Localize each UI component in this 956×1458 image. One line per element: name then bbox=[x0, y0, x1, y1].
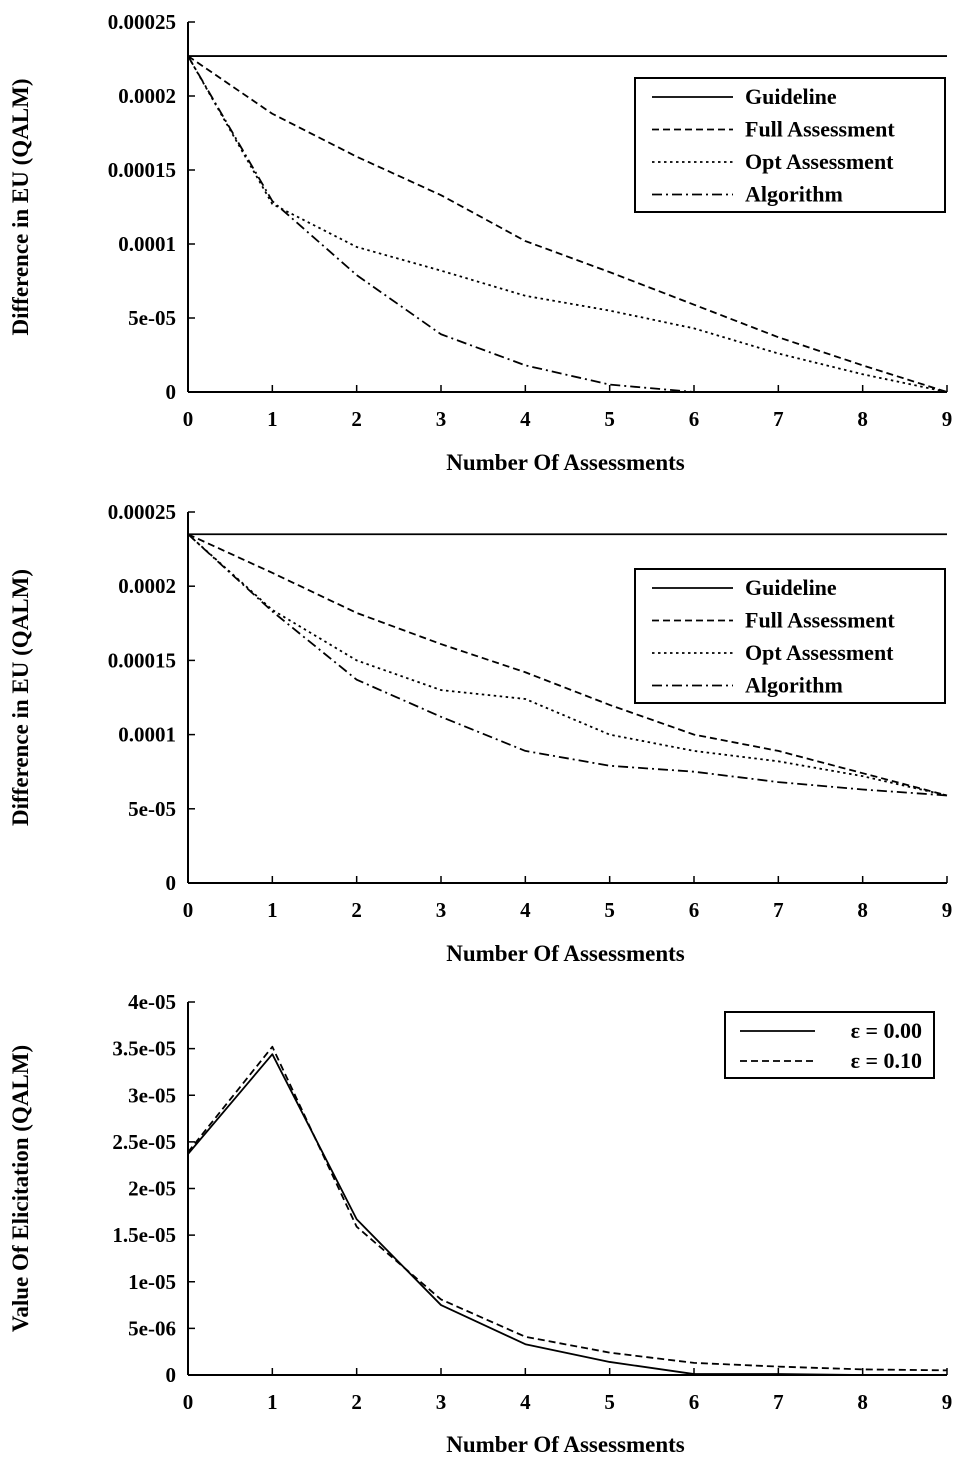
series-line-2 bbox=[187, 55, 948, 393]
chart-panel-3: 0 5e-06 1e-05 1.5e-05 2e-05 2.5e-05 3e-05 3.5e-… bbox=[8, 990, 952, 1457]
y-tick-label: 0.00015 bbox=[108, 158, 176, 182]
x-tick-label: 9 bbox=[942, 1390, 953, 1414]
series-line-1 bbox=[187, 1053, 947, 1376]
x-tick-label: 1 bbox=[267, 898, 278, 922]
x-tick-label: 4 bbox=[520, 407, 531, 431]
x-tick-label: 0 bbox=[183, 898, 194, 922]
x-tick-label: 7 bbox=[773, 898, 784, 922]
x-tick-label: 1 bbox=[267, 407, 278, 431]
legend-label-4: Algorithm bbox=[745, 673, 843, 698]
x-tick-label: 9 bbox=[942, 407, 953, 431]
legend-label-2: Full Assessment bbox=[745, 608, 895, 633]
x-tick-label: 4 bbox=[520, 1390, 531, 1414]
series-line-2 bbox=[187, 1045, 948, 1372]
series-line-2 bbox=[187, 533, 948, 797]
x-tick-label: 2 bbox=[351, 407, 362, 431]
x-tick-label: 0 bbox=[183, 407, 194, 431]
legend-box bbox=[724, 1011, 935, 1079]
legend-box bbox=[634, 568, 946, 704]
y-tick-label: 0.0001 bbox=[118, 723, 176, 747]
y-tick-label: 2e-05 bbox=[128, 1177, 176, 1201]
y-tick-label: 0.00015 bbox=[108, 648, 176, 672]
x-tick-label: 7 bbox=[773, 407, 784, 431]
y-tick-label: 0 bbox=[166, 1363, 177, 1387]
x-tick-label: 2 bbox=[351, 1390, 362, 1414]
x-tick-label: 3 bbox=[436, 407, 447, 431]
x-axis-label: Number Of Assessments bbox=[446, 450, 685, 475]
y-tick-label: 0.00025 bbox=[108, 10, 176, 34]
x-tick-label: 6 bbox=[689, 1390, 700, 1414]
y-axis-label: Difference in EU (QALM) bbox=[8, 79, 33, 336]
x-tick-label: 4 bbox=[520, 898, 531, 922]
chart-panel-2: 0 5e-05 0.0001 0.00015 0.0002 0.00025 0 1 2 3 4 5 6 7… bbox=[8, 500, 952, 966]
legend: Guideline Full Assessment Opt Assessment Al… bbox=[634, 77, 946, 213]
y-axis-label: Value Of Elicitation (QALM) bbox=[8, 1045, 33, 1332]
series-line-4 bbox=[187, 55, 947, 393]
x-tick-label: 1 bbox=[267, 1390, 278, 1414]
y-tick-label: 1e-05 bbox=[128, 1270, 176, 1294]
x-tick-label: 5 bbox=[604, 407, 615, 431]
legend-box bbox=[634, 77, 946, 213]
series-line-3 bbox=[187, 533, 948, 797]
y-tick-label: 0 bbox=[166, 380, 177, 404]
legend-label-2: Full Assessment bbox=[745, 117, 895, 142]
y-tick-label: 5e-06 bbox=[128, 1316, 176, 1340]
y-tick-label: 0 bbox=[166, 871, 177, 895]
x-tick-label: 0 bbox=[183, 1390, 194, 1414]
y-tick-label: 5e-05 bbox=[128, 306, 176, 330]
x-tick-label: 3 bbox=[436, 1390, 447, 1414]
y-tick-label: 5e-05 bbox=[128, 797, 176, 821]
legend: Guideline Full Assessment Opt Assessment Al… bbox=[634, 568, 946, 704]
y-tick-label: 1.5e-05 bbox=[112, 1223, 176, 1247]
x-tick-label: 5 bbox=[604, 898, 615, 922]
x-tick-label: 6 bbox=[689, 407, 700, 431]
y-tick-label: 3e-05 bbox=[128, 1083, 176, 1107]
x-tick-label: 3 bbox=[436, 898, 447, 922]
y-tick-label: 0.0002 bbox=[118, 574, 176, 598]
series-line-4 bbox=[187, 533, 948, 797]
legend-label-1: Guideline bbox=[745, 84, 837, 109]
x-tick-label: 6 bbox=[689, 898, 700, 922]
legend-label-4: Algorithm bbox=[745, 182, 843, 207]
legend-label-3: Opt Assessment bbox=[745, 640, 894, 665]
legend: ε = 0.00 ε = 0.10 bbox=[724, 1011, 935, 1079]
x-axis-label: Number Of Assessments bbox=[446, 941, 685, 966]
x-tick-label: 9 bbox=[942, 898, 953, 922]
x-tick-label: 7 bbox=[773, 1390, 784, 1414]
y-axis-label: Difference in EU (QALM) bbox=[8, 569, 33, 826]
y-tick-label: 0.0002 bbox=[118, 84, 176, 108]
series-line-3 bbox=[187, 55, 948, 393]
y-tick-label: 0.00025 bbox=[108, 500, 176, 524]
y-tick-label: 2.5e-05 bbox=[112, 1130, 176, 1154]
legend-label-1: Guideline bbox=[745, 575, 837, 600]
x-tick-label: 8 bbox=[857, 407, 868, 431]
chart-panel-1: 0 5e-05 0.0001 0.00015 0.0002 0.00025 0 1 2 3 4 5 6 7… bbox=[8, 10, 952, 475]
y-tick-label: 4e-05 bbox=[128, 990, 176, 1014]
legend-label-3: Opt Assessment bbox=[745, 149, 894, 174]
x-tick-label: 8 bbox=[857, 898, 868, 922]
legend-label-1: ε = 0.00 bbox=[851, 1018, 922, 1043]
x-axis-label: Number Of Assessments bbox=[446, 1432, 685, 1457]
x-tick-label: 5 bbox=[604, 1390, 615, 1414]
x-tick-label: 8 bbox=[857, 1390, 868, 1414]
x-tick-label: 2 bbox=[351, 898, 362, 922]
legend-label-2: ε = 0.10 bbox=[851, 1048, 922, 1073]
y-tick-label: 3.5e-05 bbox=[112, 1037, 176, 1061]
y-tick-label: 0.0001 bbox=[118, 232, 176, 256]
